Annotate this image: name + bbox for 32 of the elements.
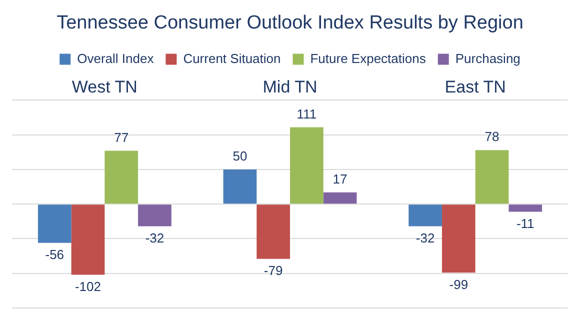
bar — [323, 192, 357, 204]
data-label: -56 — [45, 246, 64, 262]
data-label: 50 — [232, 148, 248, 164]
data-label: -99 — [449, 276, 468, 292]
bar — [223, 169, 257, 204]
bar — [256, 204, 290, 259]
data-label: 77 — [114, 130, 129, 145]
legend-label: Overall Index — [77, 50, 154, 66]
data-label: -11 — [516, 216, 534, 231]
data-label: 111 — [296, 106, 317, 122]
x-tick-label: West TN — [72, 78, 138, 97]
chart-title: Tennessee Consumer Outlook Index Results by Region — [56, 12, 524, 34]
bar — [71, 204, 105, 275]
legend-label: Future Expectations — [310, 50, 426, 66]
bar — [475, 150, 509, 204]
bar — [104, 150, 138, 204]
legend-label: Current Situation — [183, 50, 281, 66]
legend-label: Purchasing — [455, 50, 520, 66]
bar — [138, 204, 172, 226]
x-tick-label: Mid TN — [262, 78, 318, 97]
bar — [290, 127, 324, 204]
bar — [442, 204, 476, 273]
data-label: -32 — [145, 230, 164, 246]
data-label: -79 — [264, 262, 283, 278]
bar — [38, 204, 72, 243]
data-label: 17 — [332, 171, 348, 186]
data-label: -32 — [416, 230, 435, 246]
x-tick-label: East TN — [444, 78, 506, 97]
data-label: -102 — [74, 278, 101, 294]
bar — [508, 204, 542, 212]
bar — [408, 204, 442, 226]
data-label: 78 — [484, 129, 500, 144]
